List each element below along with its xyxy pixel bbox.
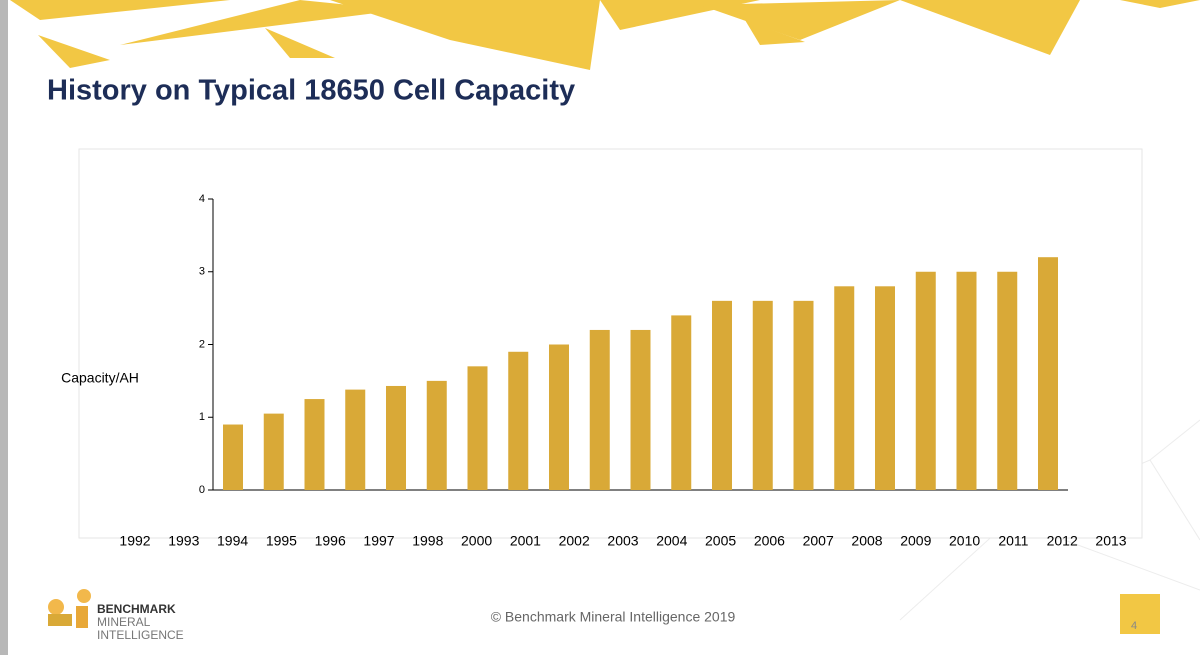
bar (793, 300, 814, 490)
x-tick-label: 1998 (412, 533, 443, 549)
logo-text: BENCHMARK (97, 602, 176, 616)
bar (589, 329, 610, 490)
y-tick-label: 1 (199, 411, 205, 423)
bar (426, 380, 447, 490)
bar (1038, 257, 1058, 490)
bar (752, 300, 773, 490)
y-tick-label: 2 (199, 338, 205, 350)
logo-text: MINERAL (97, 615, 151, 629)
x-tick-label: 2003 (607, 533, 638, 549)
bar (345, 389, 366, 490)
x-tick-label: 1996 (315, 533, 346, 549)
x-tick-label: 1994 (217, 533, 248, 549)
bar (386, 385, 406, 490)
bar (915, 271, 936, 490)
y-tick-label: 0 (199, 484, 205, 496)
x-tick-label: 2001 (510, 533, 541, 549)
footer: © Benchmark Mineral Intelligence 2019 (491, 609, 736, 625)
x-tick-label: 2008 (851, 533, 882, 549)
bar (712, 300, 732, 490)
y-tick-label: 3 (199, 266, 205, 278)
bar (508, 351, 529, 490)
x-tick-label: 1997 (363, 533, 394, 549)
x-tick-label: 2007 (803, 533, 834, 549)
bar (467, 366, 488, 490)
bar (549, 344, 569, 490)
x-tick-label: 2002 (559, 533, 590, 549)
x-tick-label: 2011 (998, 533, 1028, 549)
x-tick-label: 1992 (119, 533, 150, 549)
page-box (1120, 594, 1160, 634)
logo: BENCHMARK MINERAL INTELLIGENCE (48, 589, 184, 642)
decoration (10, 0, 1200, 70)
x-tick-label: 2013 (1095, 533, 1126, 549)
page-number: 4 (1131, 620, 1137, 632)
bar (997, 271, 1018, 490)
logo-text: INTELLIGENCE (97, 628, 184, 642)
x-tick-label: 2004 (656, 533, 687, 549)
y-axis-label: Capacity/AH (61, 370, 139, 386)
slide-title: History on Typical 18650 Cell Capacity (47, 75, 575, 107)
bar (875, 286, 895, 490)
bar (263, 413, 284, 490)
x-tick-label: 2006 (754, 533, 785, 549)
bar (304, 399, 325, 490)
bar (223, 424, 243, 490)
x-tick-label: 2000 (461, 533, 492, 549)
plot: 0 1 2 3 4 1992 1993 1994 1995 1996 1997 1998 2000 200… (119, 193, 1126, 549)
x-tick-label: 2009 (900, 533, 931, 549)
x-tick-label: 1995 (266, 533, 297, 549)
x-tick-label: 1993 (168, 533, 199, 549)
bar (956, 271, 977, 490)
x-tick-label: 2005 (705, 533, 736, 549)
bar (834, 286, 855, 490)
bar (671, 315, 692, 490)
x-tick-label: 2010 (949, 533, 980, 549)
bar (630, 329, 651, 490)
y-tick-label: 4 (199, 193, 205, 205)
x-tick-label: 2012 (1047, 533, 1078, 549)
side-strip (0, 0, 8, 655)
